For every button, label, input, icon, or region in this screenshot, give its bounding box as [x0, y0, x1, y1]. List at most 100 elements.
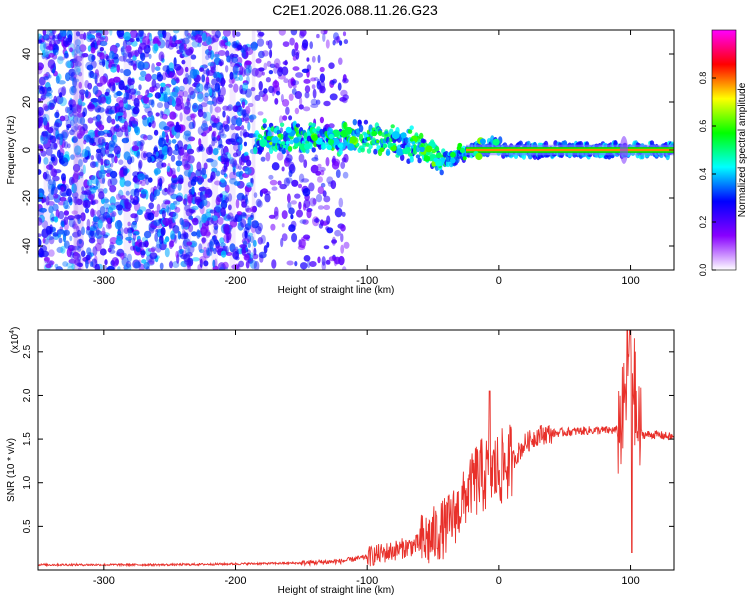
- noise-blob: [182, 90, 188, 98]
- noise-blob: [302, 219, 309, 225]
- noise-blob: [253, 247, 257, 256]
- noise-blob: [88, 194, 94, 201]
- noise-blob: [288, 115, 293, 121]
- noise-blob: [343, 241, 350, 249]
- noise-blob: [91, 209, 97, 216]
- noise-blob: [232, 168, 236, 176]
- noise-blob: [127, 228, 133, 238]
- noise-blob: [219, 193, 223, 198]
- band-blob: [412, 149, 418, 155]
- noise-blob: [342, 266, 347, 270]
- noise-blob: [171, 174, 177, 179]
- snr-frame: [37, 329, 675, 571]
- noise-blob: [206, 100, 215, 105]
- noise-blob: [132, 63, 137, 71]
- band-highlight: [402, 148, 409, 155]
- noise-blob: [171, 35, 177, 42]
- noise-blob: [160, 82, 166, 88]
- noise-blob: [278, 115, 284, 125]
- noise-blob: [132, 232, 137, 241]
- noise-blob: [223, 224, 230, 234]
- noise-blob: [53, 121, 60, 131]
- noise-blob: [233, 181, 241, 186]
- noise-blob: [159, 110, 164, 119]
- noise-blob: [103, 159, 110, 166]
- noise-blob: [220, 77, 226, 87]
- noise-blob: [258, 251, 267, 259]
- noise-blob: [243, 131, 250, 138]
- noise-blob: [142, 116, 150, 127]
- noise-blob: [140, 150, 149, 161]
- noise-blob: [79, 117, 86, 125]
- noise-blob: [115, 193, 122, 201]
- noise-blob: [107, 265, 115, 270]
- noise-blob: [125, 190, 130, 196]
- noise-blob: [177, 154, 182, 161]
- noise-blob: [78, 81, 82, 89]
- noise-blob: [86, 218, 91, 229]
- noise-blob: [57, 55, 64, 65]
- noise-blob: [250, 41, 258, 51]
- noise-blob: [179, 149, 183, 155]
- noise-blob: [90, 47, 96, 54]
- noise-blob: [69, 129, 75, 136]
- noise-blob: [49, 99, 56, 108]
- noise-blob: [90, 155, 95, 161]
- noise-blob: [49, 212, 55, 223]
- noise-blob: [253, 192, 258, 199]
- noise-blob: [56, 133, 64, 141]
- noise-blob: [131, 40, 138, 47]
- band-blob: [409, 125, 414, 130]
- noise-blob: [75, 31, 81, 37]
- noise-blob: [54, 118, 63, 128]
- noise-blob: [137, 94, 144, 100]
- noise-blob: [146, 93, 153, 98]
- noise-blob: [56, 95, 64, 105]
- noise-blob: [74, 61, 82, 67]
- noise-blob: [334, 207, 343, 218]
- noise-blob: [299, 30, 307, 37]
- band-blob: [295, 123, 301, 128]
- noise-blob: [284, 59, 288, 66]
- noise-blob: [153, 210, 159, 218]
- noise-blob: [201, 167, 207, 176]
- noise-blob: [257, 200, 263, 208]
- noise-blob: [63, 37, 69, 47]
- noise-blob: [255, 198, 262, 207]
- band-blob: [439, 169, 444, 176]
- noise-blob: [48, 236, 55, 245]
- noise-blob: [66, 262, 74, 268]
- noise-blob: [209, 104, 213, 114]
- noise-blob: [197, 42, 202, 48]
- snr-series: [38, 330, 674, 568]
- noise-blob: [282, 41, 290, 47]
- noise-blob: [129, 30, 138, 39]
- noise-blob: [200, 102, 208, 108]
- noise-blob: [78, 71, 83, 77]
- noise-blob: [129, 88, 137, 95]
- band-blob: [281, 149, 286, 155]
- noise-blob: [243, 227, 250, 234]
- noise-blob: [153, 219, 161, 227]
- noise-blob: [43, 157, 49, 165]
- noise-blob: [268, 174, 274, 180]
- noise-blob: [151, 99, 155, 108]
- noise-blob: [50, 188, 54, 196]
- noise-blob: [173, 30, 180, 34]
- noise-blob: [320, 182, 326, 188]
- noise-blob: [140, 70, 147, 77]
- noise-blob: [39, 42, 46, 52]
- noise-blob: [276, 90, 281, 96]
- noise-blob: [68, 218, 76, 228]
- noise-blob: [129, 38, 135, 43]
- noise-blob: [152, 40, 161, 45]
- noise-blob: [134, 140, 142, 147]
- noise-blob: [106, 217, 111, 224]
- noise-blob: [71, 137, 78, 143]
- noise-blob: [67, 266, 75, 270]
- noise-blob: [70, 154, 75, 160]
- noise-blob: [213, 53, 220, 58]
- noise-blob: [154, 155, 160, 162]
- noise-blob: [291, 233, 298, 243]
